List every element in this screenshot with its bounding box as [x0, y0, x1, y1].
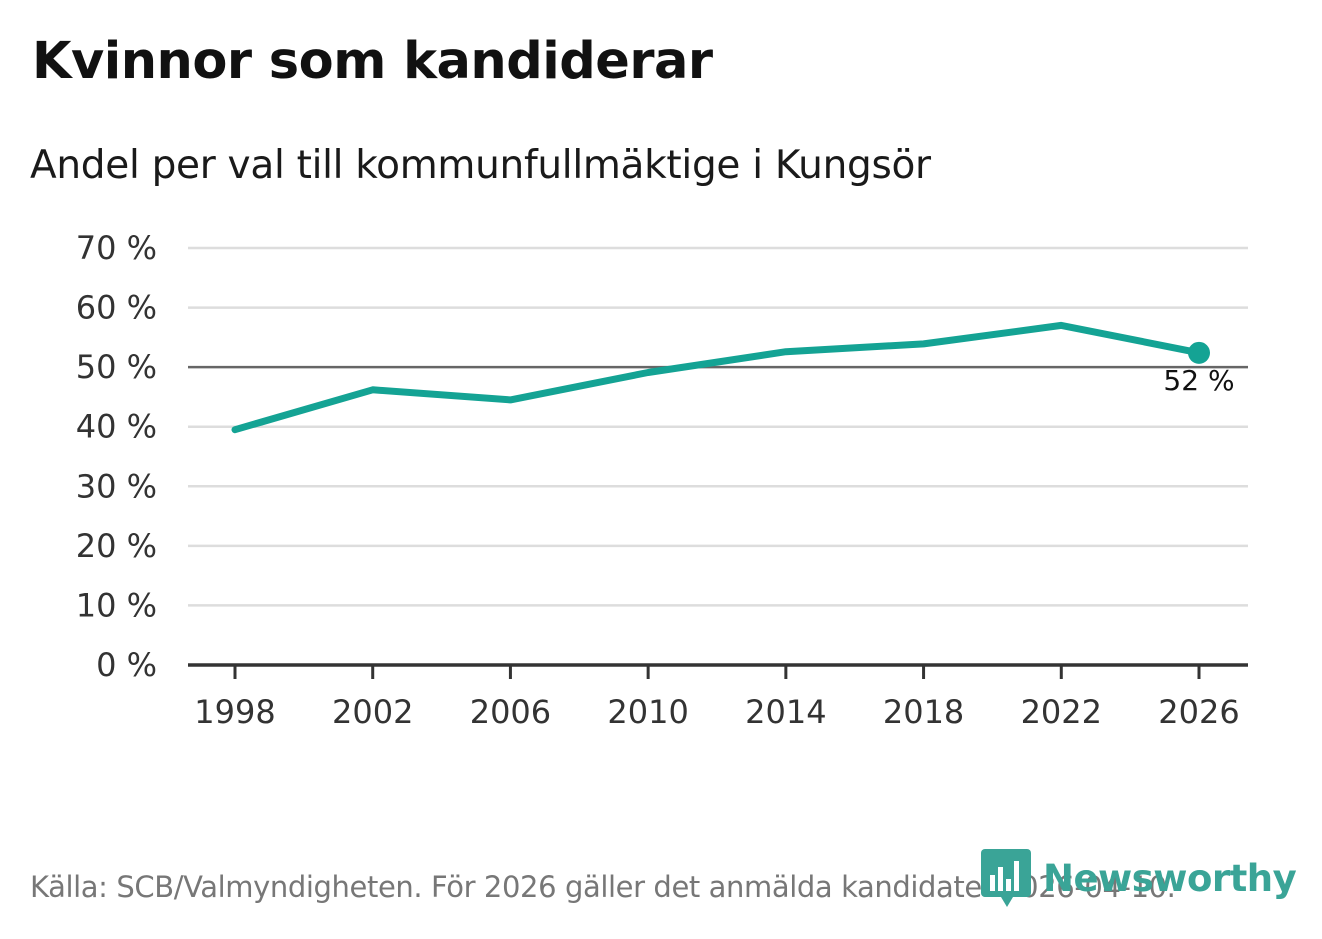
x-tick-label: 2018	[883, 693, 964, 731]
y-tick-label: 70 %	[76, 229, 157, 267]
x-tick-label: 2022	[1021, 693, 1102, 731]
y-tick-label: 50 %	[76, 348, 157, 386]
chart-title: Kvinnor som kandiderar	[32, 32, 713, 91]
gridlines	[188, 246, 1248, 607]
x-tick-label: 2002	[332, 693, 413, 731]
y-tick-label: 0 %	[96, 646, 157, 684]
chart-subtitle: Andel per val till kommunfullmäktige i K…	[30, 143, 931, 188]
y-tick-label: 40 %	[76, 408, 157, 446]
y-tick-label: 10 %	[76, 586, 157, 624]
series-line	[231, 321, 1203, 434]
series-group	[231, 321, 1210, 434]
end-point-marker	[1188, 341, 1210, 364]
x-tick-label: 1998	[194, 693, 275, 731]
x-tick-label: 2010	[607, 693, 688, 731]
x-tick-label: 2026	[1158, 693, 1239, 731]
line-chart: 0 % 10 % 20 % 30 % 40 % 50 % 60 % 70 % 1998 2002…	[76, 229, 1248, 731]
x-axis	[188, 663, 1248, 679]
x-axis-labels: 1998 2002 2006 2010 2014 2018 2022 2026	[194, 693, 1239, 731]
data-label-last: 52 %	[1163, 364, 1234, 397]
x-tick-label: 2006	[470, 693, 551, 731]
bar-chart-logo-icon	[981, 849, 1031, 907]
brand-name: Newsworthy	[1043, 856, 1297, 900]
y-tick-label: 20 %	[76, 527, 157, 565]
brand-logo[interactable]: Newsworthy	[981, 849, 1297, 907]
x-tick-label: 2014	[745, 693, 826, 731]
y-tick-label: 60 %	[76, 289, 157, 327]
y-axis-labels: 0 % 10 % 20 % 30 % 40 % 50 % 60 % 70 %	[76, 229, 157, 684]
data-labels: 52 %	[1163, 364, 1234, 397]
y-tick-label: 30 %	[76, 467, 157, 505]
